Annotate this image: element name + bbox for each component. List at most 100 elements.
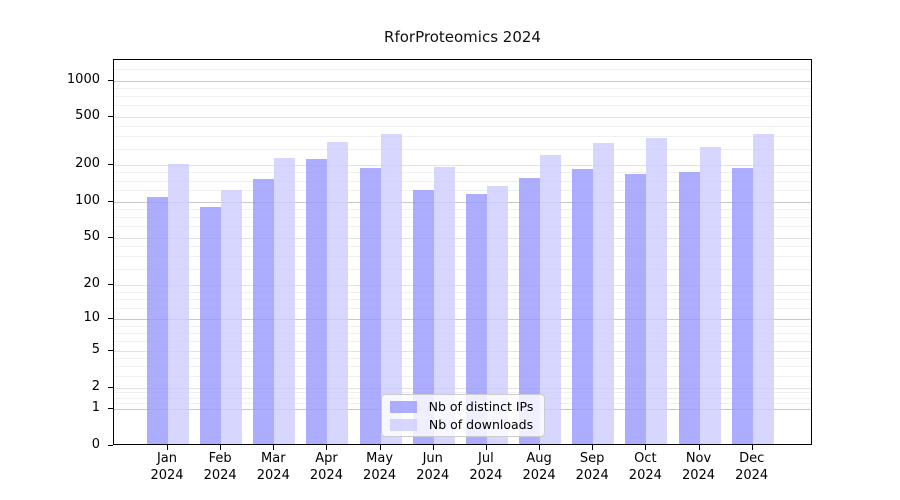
bar-ips-jun	[412, 190, 434, 444]
x-tick-label-feb: Feb 2024	[203, 451, 237, 483]
y-tick-label-500: 500	[75, 108, 100, 124]
y-tick-label-10: 10	[83, 310, 100, 326]
legend-swatch-ips	[390, 400, 417, 413]
x-tick-label-dec: Dec 2024	[735, 451, 769, 483]
gridline-minor	[114, 341, 811, 343]
gridline-minor	[114, 125, 811, 127]
gridline-minor	[114, 325, 811, 327]
legend-label-ips: Nb of distinct IPs	[428, 399, 534, 414]
gridline-mid	[114, 238, 811, 239]
bar-downloads-may	[380, 133, 402, 444]
legend-item-downloads: Nb of downloads	[390, 417, 536, 432]
gridline-minor	[114, 256, 811, 258]
x-tick-label-may: May 2024	[363, 451, 397, 483]
bar-ips-sep	[572, 169, 594, 444]
gridline-minor	[114, 180, 811, 182]
gridline-minor	[114, 376, 811, 378]
x-tick-dec	[751, 445, 753, 450]
bar-downloads-feb	[221, 189, 243, 444]
gridline-minor	[114, 148, 811, 150]
y-tick-10	[108, 318, 113, 320]
x-tick-label-jul: Jul 2024	[469, 451, 503, 483]
bar-ips-aug	[519, 177, 541, 444]
legend: Nb of distinct IPs Nb of downloads	[381, 394, 545, 437]
y-tick-20	[108, 283, 113, 285]
gridline-mid	[114, 165, 811, 167]
bar-downloads-jul	[486, 185, 508, 444]
bar-downloads-oct	[646, 137, 668, 444]
legend-item-distinct-ips: Nb of distinct IPs	[390, 399, 536, 414]
bar-ips-feb	[200, 207, 222, 444]
gridline-minor	[114, 291, 811, 293]
y-tick-200	[108, 164, 113, 166]
bar-downloads-jun	[433, 166, 455, 444]
gridline-minor	[114, 246, 811, 248]
x-tick-jul	[485, 445, 487, 450]
x-tick-aug	[539, 445, 541, 450]
bar-ips-nov	[678, 172, 700, 444]
bar-downloads-mar	[274, 157, 296, 444]
x-tick-nov	[698, 445, 700, 450]
gridline-minor	[114, 68, 811, 70]
gridline-minor	[114, 358, 811, 360]
x-tick-label-apr: Apr 2024	[309, 451, 343, 483]
x-tick-apr	[326, 445, 328, 450]
bar-ips-apr	[306, 158, 328, 444]
gridline-minor	[114, 95, 811, 97]
bar-downloads-dec	[752, 133, 774, 444]
x-tick-may	[379, 445, 381, 450]
legend-label-downloads: Nb of downloads	[428, 417, 534, 432]
x-tick-label-aug: Aug 2024	[522, 451, 556, 483]
y-tick-100	[108, 200, 113, 202]
y-tick-label-20: 20	[83, 275, 100, 291]
gridline-minor	[114, 366, 811, 368]
y-tick-0	[108, 445, 113, 446]
bar-ips-mar	[253, 178, 275, 444]
gridline-minor	[114, 190, 811, 192]
y-tick-50	[108, 237, 113, 238]
plot-area: Nb of distinct IPs Nb of downloads	[113, 59, 812, 445]
y-tick-5	[108, 350, 113, 352]
gridline-minor	[114, 135, 811, 137]
bar-downloads-aug	[540, 154, 562, 444]
x-tick-label-sep: Sep 2024	[575, 451, 609, 483]
y-tick-label-200: 200	[75, 156, 100, 172]
gridline-minor	[114, 87, 811, 89]
gridline-mid	[114, 117, 811, 119]
gridline-mid	[114, 351, 811, 353]
y-tick-label-50: 50	[83, 229, 100, 244]
gridline-minor	[114, 268, 811, 270]
bar-downloads-apr	[327, 142, 349, 444]
gridline-major	[114, 319, 811, 321]
gridline-major	[114, 201, 811, 203]
y-tick-label-1000: 1000	[66, 71, 100, 87]
plot-canvas: Nb of distinct IPs Nb of downloads	[114, 60, 811, 444]
y-tick-500	[108, 116, 113, 118]
bar-downloads-nov	[699, 146, 721, 444]
gridline-major	[114, 80, 811, 82]
y-tick-1	[108, 408, 113, 410]
y-tick-label-5: 5	[91, 342, 100, 358]
y-tick-label-2: 2	[91, 378, 100, 394]
bar-ips-dec	[731, 168, 753, 444]
x-tick-feb	[220, 445, 222, 450]
x-tick-sep	[592, 445, 594, 450]
x-tick-jun	[432, 445, 434, 450]
bar-ips-jan	[147, 196, 168, 444]
gridline-minor	[114, 332, 811, 334]
gridline-minor	[114, 208, 811, 210]
gridline-mid	[114, 284, 811, 286]
x-tick-oct	[645, 445, 647, 450]
bar-downloads-sep	[593, 142, 615, 444]
gridline-minor	[114, 299, 811, 301]
x-tick-label-oct: Oct 2024	[628, 451, 662, 483]
bar-downloads-jan	[168, 164, 189, 444]
bar-ips-may	[359, 167, 381, 444]
gridline-minor	[114, 308, 811, 310]
y-tick-label-0: 0	[91, 437, 100, 452]
x-tick-label-jan: Jan 2024	[150, 451, 184, 483]
gridline-minor	[114, 392, 811, 394]
y-tick-2	[108, 386, 113, 388]
bar-ips-jul	[465, 194, 487, 444]
